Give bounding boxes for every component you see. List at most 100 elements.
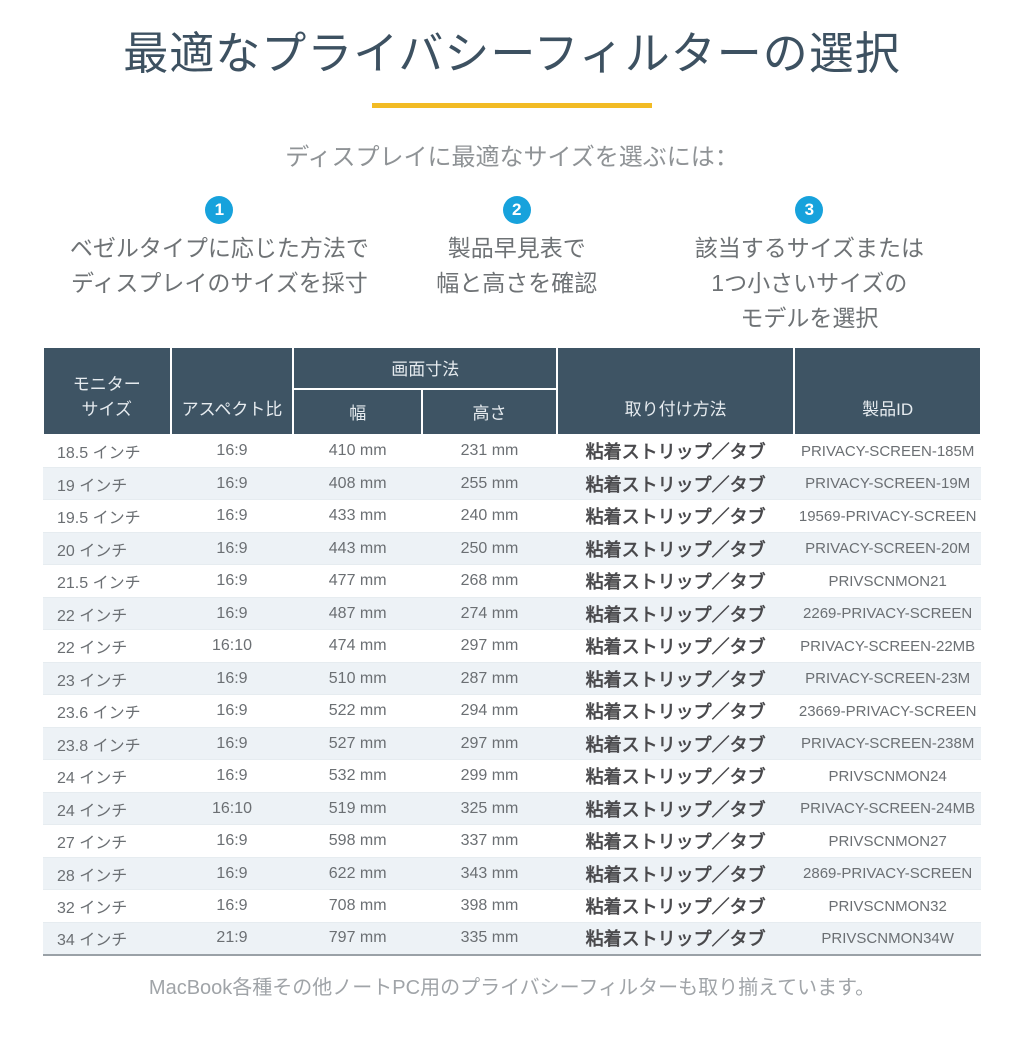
cell-aspect-ratio: 16:9 [216, 474, 248, 492]
cell-monitor-size: 23 インチ [57, 672, 128, 690]
cell-product-id: PRIVSCNMON21 [828, 572, 947, 590]
step-1-line-2: ディスプレイのサイズを採寸 [71, 269, 368, 296]
cell-aspect-ratio: 16:9 [216, 507, 248, 524]
cell-width: 474 mm [328, 637, 387, 654]
cell-product-id: 23669-PRIVACY-SCREEN [798, 702, 977, 720]
cell-width: 598 mm [328, 832, 387, 849]
col-header-monitor-size-line2: サイズ [81, 399, 133, 419]
step-3: 3 該当するサイズまたは 1つ小さいサイズの モデルを選択 [635, 195, 984, 336]
table-row: 27 インチ 16:9 598 mm 337 mm 粘着ストリップ／タブ PRIVSCNM… [43, 824, 981, 858]
cell-width: 477 mm [328, 572, 387, 589]
cell-product-id: PRIVSCNMON34W [821, 929, 954, 947]
cell-mounting-method: 粘着ストリップ／タブ [585, 929, 766, 950]
table-row: 34 インチ 21:9 797 mm 335 mm 粘着ストリップ／タブ PRIVSCNM… [43, 922, 981, 955]
cell-mounting-method: 粘着ストリップ／タブ [585, 702, 766, 722]
cell-mounting-method: 粘着ストリップ／タブ [585, 474, 766, 495]
cell-aspect-ratio: 16:9 [216, 669, 248, 687]
cell-mounting-method: 粘着ストリップ／タブ [585, 669, 766, 690]
product-size-table: モニター サイズ アスペクト比 画面寸法 取り付け方法 製品ID 幅 高さ 18… [42, 345, 982, 956]
cell-width: 532 mm [328, 767, 387, 784]
footer-note: MacBook各種その他ノートPC用のプライバシーフィルターも取り揃えています。 [148, 976, 876, 999]
cell-height: 240 mm [460, 507, 519, 524]
step-1-text: ベゼルタイプに応じた方法で ディスプレイのサイズを採寸 [40, 231, 399, 301]
cell-width: 797 mm [328, 929, 387, 947]
cell-height: 337 mm [460, 832, 519, 849]
cell-height: 255 mm [460, 474, 519, 492]
cell-aspect-ratio: 16:9 [216, 832, 248, 849]
cell-mounting-method: 粘着ストリップ／タブ [585, 507, 766, 527]
col-header-height: 高さ [420, 387, 559, 436]
table-row: 22 インチ 16:10 474 mm 297 mm 粘着ストリップ／タブ PRIVACY… [43, 629, 981, 663]
cell-height: 250 mm [460, 539, 519, 557]
table-row: 24 インチ 16:10 519 mm 325 mm 粘着ストリップ／タブ PRIVACY… [43, 792, 981, 825]
cell-product-id: 19569-PRIVACY-SCREEN [798, 507, 977, 525]
cell-aspect-ratio: 16:9 [216, 702, 248, 719]
step-1-line-1: ベゼルタイプに応じた方法で [69, 234, 369, 261]
cell-product-id: PRIVSCNMON32 [828, 897, 947, 915]
cell-mounting-method: 粘着ストリップ／タブ [585, 864, 766, 885]
cell-width: 527 mm [328, 734, 387, 752]
cell-aspect-ratio: 16:10 [211, 799, 253, 817]
col-header-monitor-size-line1: モニター [72, 374, 141, 394]
cell-mounting-method: 粘着ストリップ／タブ [585, 572, 766, 592]
cell-aspect-ratio: 16:9 [216, 864, 248, 882]
cell-height: 398 mm [460, 897, 519, 914]
step-2-line-1: 製品早見表で [447, 234, 586, 261]
cell-monitor-size: 22 インチ [57, 607, 128, 625]
title-underline-accent [372, 102, 652, 108]
step-2-text: 製品早見表で 幅と高さを確認 [399, 231, 635, 301]
cell-aspect-ratio: 16:9 [216, 734, 248, 752]
table-header: モニター サイズ アスペクト比 画面寸法 取り付け方法 製品ID 幅 高さ [42, 345, 982, 436]
cell-mounting-method: 粘着ストリップ／タブ [585, 897, 766, 917]
cell-aspect-ratio: 16:10 [211, 637, 253, 654]
col-header-mounting-method: 取り付け方法 [555, 345, 796, 436]
table-row: 23.6 インチ 16:9 522 mm 294 mm 粘着ストリップ／タブ 23669-… [43, 694, 981, 728]
cell-mounting-method: 粘着ストリップ／タブ [585, 767, 766, 787]
cell-monitor-size: 19.5 インチ [57, 510, 141, 527]
cell-mounting-method: 粘着ストリップ／タブ [585, 539, 766, 560]
cell-monitor-size: 24 インチ [57, 802, 128, 820]
cell-width: 519 mm [328, 799, 387, 817]
cell-width: 487 mm [328, 604, 387, 622]
cell-monitor-size: 27 インチ [57, 835, 128, 852]
cell-width: 410 mm [328, 442, 387, 460]
cell-mounting-method: 粘着ストリップ／タブ [585, 442, 766, 463]
table-row: 21.5 インチ 16:9 477 mm 268 mm 粘着ストリップ／タブ PRIVSC… [43, 564, 981, 598]
step-3-number-badge-icon: 3 [795, 195, 824, 224]
cell-width: 408 mm [328, 474, 387, 492]
cell-product-id: 2869-PRIVACY-SCREEN [803, 865, 973, 882]
cell-product-id: PRIVACY-SCREEN-24MB [800, 800, 976, 817]
steps-row: 1 ベゼルタイプに応じた方法で ディスプレイのサイズを採寸 2 製品早見表で 幅… [40, 195, 984, 336]
table-row: 19 インチ 16:9 408 mm 255 mm 粘着ストリップ／タブ PRIVACY-… [43, 467, 981, 500]
col-header-product-id: 製品ID [793, 345, 982, 436]
cell-monitor-size: 23.6 インチ [57, 705, 141, 722]
cell-product-id: PRIVSCNMON24 [828, 767, 947, 785]
cell-product-id: PRIVACY-SCREEN-20M [805, 540, 971, 557]
table-row: 32 インチ 16:9 708 mm 398 mm 粘着ストリップ／タブ PRIVSCNM… [43, 889, 981, 923]
cell-product-id: PRIVACY-SCREEN-22MB [800, 637, 976, 655]
cell-mounting-method: 粘着ストリップ／タブ [585, 637, 766, 657]
table-row: 23.8 インチ 16:9 527 mm 297 mm 粘着ストリップ／タブ PRIVAC… [43, 727, 981, 760]
col-header-width: 幅 [292, 387, 423, 436]
table-row: 20 インチ 16:9 443 mm 250 mm 粘着ストリップ／タブ PRIVACY-… [43, 532, 981, 565]
cell-mounting-method: 粘着ストリップ／タブ [585, 604, 766, 625]
cell-aspect-ratio: 16:9 [216, 539, 248, 557]
col-header-screen-dimensions: 画面寸法 [292, 345, 558, 390]
cell-aspect-ratio: 16:9 [216, 897, 248, 914]
cell-monitor-size: 22 インチ [57, 640, 128, 657]
cell-mounting-method: 粘着ストリップ／タブ [585, 799, 766, 820]
cell-product-id: PRIVACY-SCREEN-185M [800, 442, 975, 460]
step-3-line-1: 該当するサイズまたは [694, 234, 924, 261]
subtitle: ディスプレイに最適なサイズを選ぶには： [285, 143, 739, 171]
step-3-line-3: モデルを選択 [740, 304, 879, 331]
page: 最適なプライバシーフィルターの選択 ディスプレイに最適なサイズを選ぶには： 1 … [0, 28, 1024, 1000]
cell-monitor-size: 34 インチ [57, 932, 128, 950]
cell-width: 510 mm [328, 669, 387, 687]
table-row: 18.5 インチ 16:9 410 mm 231 mm 粘着ストリップ／タブ PRIVAC… [43, 434, 981, 468]
cell-width: 522 mm [328, 702, 387, 719]
step-1-number-badge-icon: 1 [205, 195, 234, 224]
cell-aspect-ratio: 16:9 [216, 442, 248, 460]
cell-monitor-size: 28 インチ [57, 867, 128, 885]
cell-height: 294 mm [460, 702, 519, 719]
cell-height: 325 mm [460, 799, 519, 817]
